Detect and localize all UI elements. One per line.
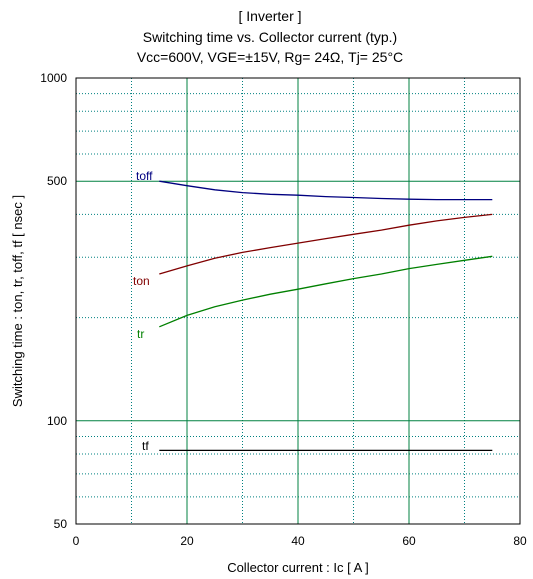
x-tick-label: 0 xyxy=(73,534,80,548)
series-line-ton xyxy=(159,213,493,275)
x-tick-label: 80 xyxy=(513,534,527,548)
x-tick-label: 40 xyxy=(291,534,305,548)
series-label-tr: tr xyxy=(137,327,144,341)
x-tick-label: 20 xyxy=(180,534,194,548)
x-tick-label: 60 xyxy=(402,534,416,548)
series-line-tr xyxy=(159,255,493,328)
y-axis-label: Switching time : ton, tr, toff, tf [ nse… xyxy=(10,195,25,407)
y-tick-label: 100 xyxy=(47,414,67,428)
y-tick-label: 50 xyxy=(54,517,68,531)
plot-frame xyxy=(75,77,521,525)
series-line-toff xyxy=(159,180,493,201)
x-axis-label: Collector current : Ic [ A ] xyxy=(227,560,369,575)
series-labels: toff ton tr tf xyxy=(133,169,153,453)
series-lines xyxy=(159,180,493,452)
y-tick-label: 1000 xyxy=(40,71,67,85)
y-tick-label: 500 xyxy=(47,174,67,188)
x-axis-ticks: 0 20 40 60 80 xyxy=(73,534,527,548)
y-axis-ticks: 1000 500 100 50 xyxy=(40,71,67,531)
chart-title-line-3: Vcc=600V, VGE=±15V, Rg= 24Ω, Tj= 25°C xyxy=(137,49,403,65)
chart-title-line-2: Switching time vs. Collector current (ty… xyxy=(143,29,397,45)
series-label-tf: tf xyxy=(142,439,149,453)
chart-title-line-1: [ Inverter ] xyxy=(238,8,301,24)
series-label-toff: toff xyxy=(136,169,153,183)
major-gridlines xyxy=(76,78,520,524)
series-label-ton: ton xyxy=(133,274,150,288)
chart-title: [ Inverter ] Switching time vs. Collecto… xyxy=(137,8,403,65)
